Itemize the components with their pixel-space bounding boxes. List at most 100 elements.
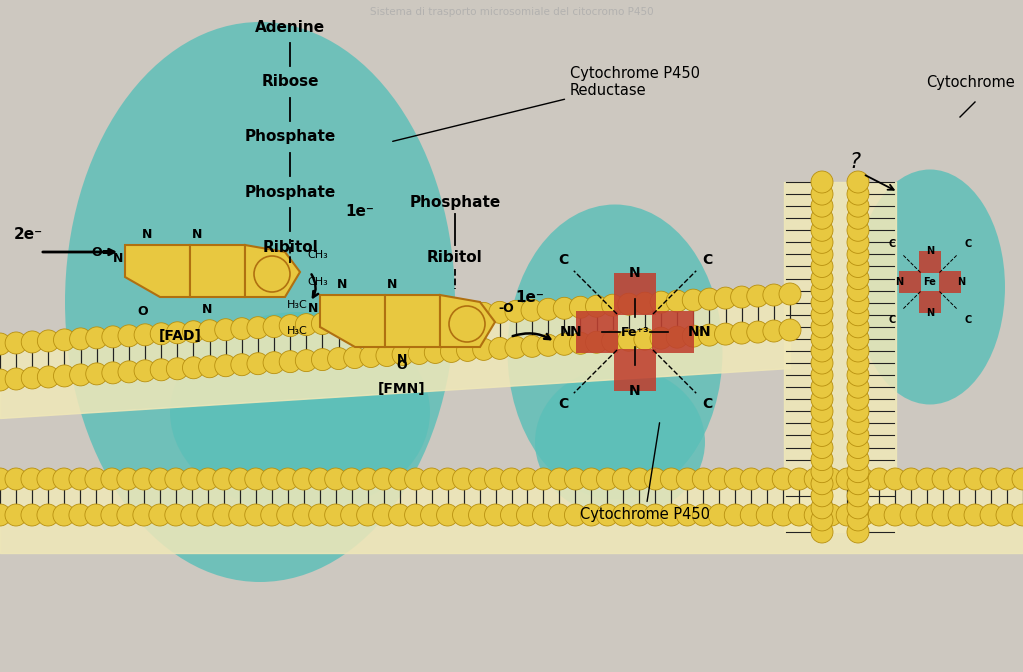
Circle shape: [741, 468, 762, 490]
Circle shape: [714, 323, 737, 345]
Circle shape: [0, 369, 11, 391]
Circle shape: [580, 468, 603, 490]
Ellipse shape: [855, 169, 1005, 405]
Circle shape: [296, 314, 317, 335]
Text: O: O: [397, 359, 407, 372]
Circle shape: [5, 468, 27, 490]
Circle shape: [811, 171, 833, 193]
Circle shape: [469, 504, 491, 526]
Circle shape: [916, 468, 938, 490]
Circle shape: [53, 365, 76, 387]
Circle shape: [847, 340, 869, 362]
Circle shape: [167, 322, 188, 344]
Text: N: N: [560, 325, 571, 339]
Text: Adenine: Adenine: [255, 19, 325, 34]
Circle shape: [565, 468, 586, 490]
Circle shape: [869, 468, 890, 490]
Circle shape: [811, 364, 833, 386]
Text: H₃C: H₃C: [287, 326, 308, 336]
Circle shape: [847, 171, 869, 193]
Circle shape: [517, 504, 538, 526]
Circle shape: [311, 349, 333, 370]
Circle shape: [167, 358, 188, 380]
Circle shape: [714, 287, 737, 309]
Circle shape: [747, 321, 768, 343]
Text: Phosphate: Phosphate: [244, 130, 336, 144]
Ellipse shape: [170, 312, 430, 512]
Circle shape: [811, 497, 833, 519]
Circle shape: [118, 325, 140, 347]
Text: C: C: [558, 253, 568, 267]
Text: CH₃: CH₃: [307, 277, 327, 287]
Circle shape: [500, 504, 523, 526]
Text: C: C: [965, 239, 972, 249]
Circle shape: [847, 425, 869, 446]
Circle shape: [101, 468, 123, 490]
Text: Fe: Fe: [924, 277, 936, 287]
Ellipse shape: [507, 204, 722, 499]
Circle shape: [37, 504, 59, 526]
Circle shape: [964, 504, 986, 526]
Circle shape: [613, 504, 634, 526]
Circle shape: [505, 337, 527, 358]
Circle shape: [53, 504, 75, 526]
Circle shape: [20, 468, 43, 490]
Circle shape: [327, 312, 350, 333]
Circle shape: [847, 401, 869, 422]
Circle shape: [133, 468, 154, 490]
Circle shape: [847, 195, 869, 217]
Circle shape: [537, 298, 560, 321]
Circle shape: [293, 504, 315, 526]
Circle shape: [85, 468, 107, 490]
Text: C: C: [888, 315, 895, 325]
Circle shape: [847, 231, 869, 253]
Circle shape: [682, 325, 704, 347]
Circle shape: [38, 366, 59, 388]
Circle shape: [852, 504, 875, 526]
Circle shape: [820, 504, 842, 526]
Circle shape: [53, 468, 75, 490]
Circle shape: [980, 504, 1003, 526]
Circle shape: [811, 340, 833, 362]
Circle shape: [618, 329, 639, 351]
Text: N: N: [308, 302, 318, 315]
Circle shape: [847, 376, 869, 398]
Circle shape: [811, 521, 833, 543]
Circle shape: [741, 504, 762, 526]
Circle shape: [532, 504, 554, 526]
Circle shape: [473, 339, 495, 360]
Circle shape: [437, 468, 458, 490]
Circle shape: [596, 468, 619, 490]
Circle shape: [660, 504, 682, 526]
Circle shape: [392, 308, 414, 329]
Text: Cytochrome P450: Cytochrome P450: [580, 423, 710, 522]
Circle shape: [811, 472, 833, 495]
Circle shape: [772, 468, 794, 490]
Circle shape: [847, 219, 869, 241]
Text: N: N: [629, 384, 640, 398]
Circle shape: [469, 468, 491, 490]
Circle shape: [327, 347, 350, 370]
Text: N: N: [192, 228, 203, 241]
Circle shape: [215, 355, 236, 377]
Circle shape: [618, 293, 639, 315]
Circle shape: [811, 255, 833, 278]
Text: N: N: [629, 266, 640, 280]
Circle shape: [21, 367, 43, 389]
Circle shape: [916, 504, 938, 526]
Circle shape: [213, 504, 235, 526]
Circle shape: [456, 339, 479, 362]
Circle shape: [408, 343, 431, 364]
FancyBboxPatch shape: [576, 311, 618, 353]
Circle shape: [948, 504, 970, 526]
Circle shape: [804, 468, 827, 490]
Circle shape: [811, 195, 833, 217]
Circle shape: [309, 504, 330, 526]
Circle shape: [276, 468, 299, 490]
Circle shape: [324, 468, 347, 490]
Circle shape: [452, 468, 475, 490]
Circle shape: [980, 468, 1003, 490]
Circle shape: [847, 413, 869, 434]
Circle shape: [117, 468, 139, 490]
Circle shape: [847, 388, 869, 410]
